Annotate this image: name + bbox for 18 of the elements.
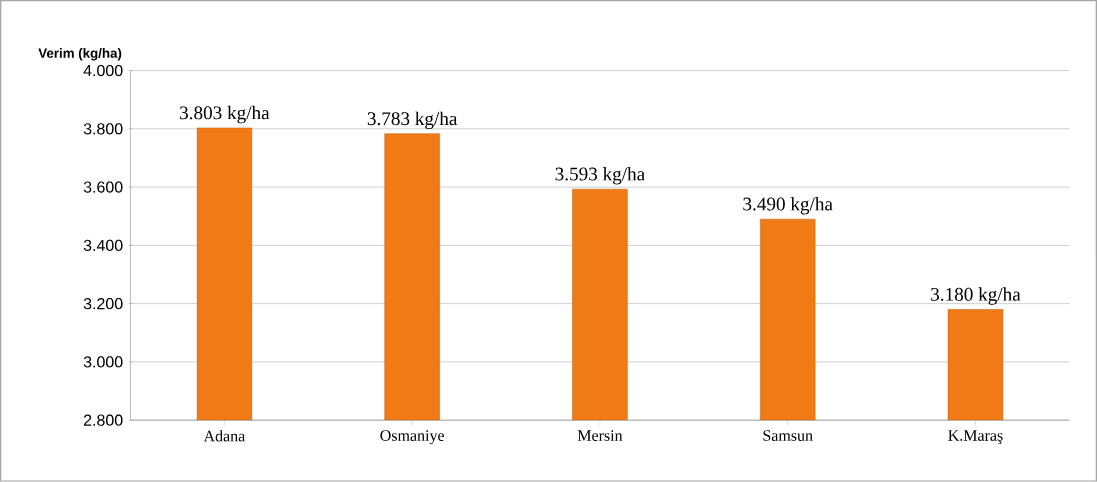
- y-tick-label: 3.000: [83, 356, 123, 368]
- data-label: 3.803 kg/ha: [180, 105, 270, 124]
- y-tick-label: 3.200: [83, 298, 123, 310]
- y-tick-label: 4.000: [83, 65, 123, 77]
- data-label: 3.180 kg/ha: [931, 287, 1021, 305]
- y-axis-title: Verim (kg/ha): [38, 48, 122, 61]
- x-tick-label: K.Maraş: [948, 430, 1003, 445]
- y-tick-label: 3.600: [83, 181, 123, 193]
- y-tick-label: 3.400: [83, 239, 123, 252]
- y-tick-label: 3.800: [83, 123, 123, 135]
- data-label: 3.593 kg/ha: [555, 167, 645, 185]
- x-tick-label: Osmaniye: [380, 430, 445, 445]
- x-tick-label: Samsun: [763, 430, 813, 442]
- y-tick-label: 2.800: [83, 414, 123, 426]
- x-tick-label: Mersin: [577, 430, 623, 442]
- x-tick-label: Adana: [203, 430, 246, 442]
- data-label: 3.490 kg/ha: [743, 197, 833, 215]
- data-label: 3.783 kg/ha: [367, 111, 458, 130]
